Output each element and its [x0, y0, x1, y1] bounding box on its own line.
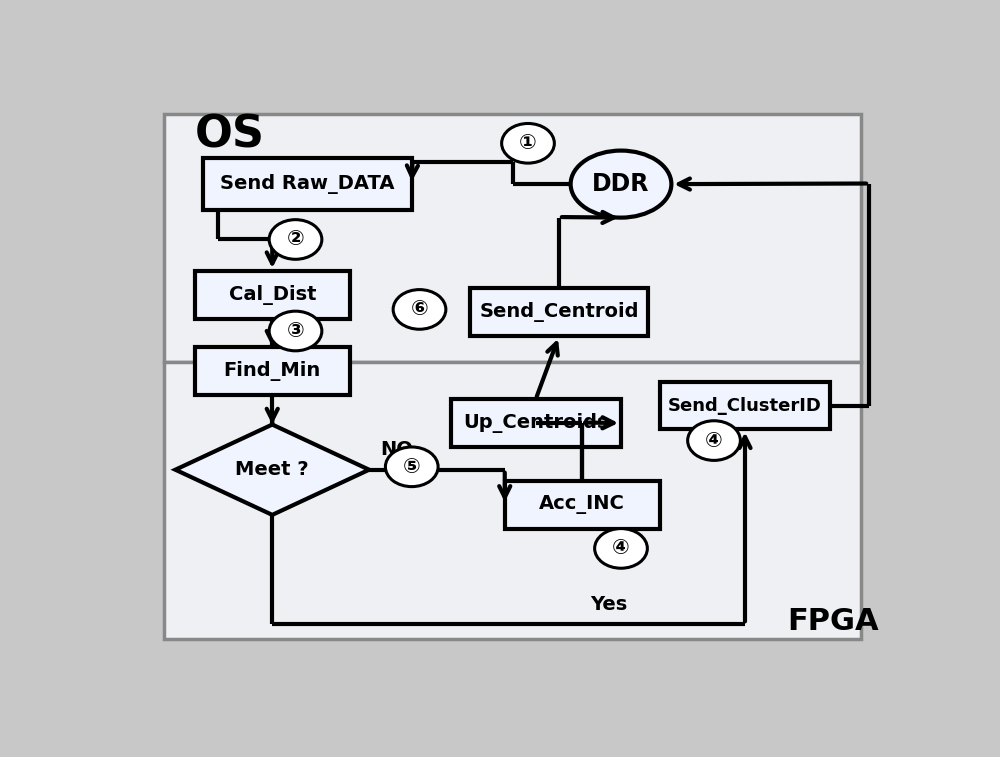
FancyBboxPatch shape: [202, 158, 412, 210]
Polygon shape: [175, 425, 369, 515]
Circle shape: [385, 447, 438, 487]
FancyBboxPatch shape: [505, 481, 660, 528]
Text: Up_Centroids: Up_Centroids: [463, 413, 608, 433]
Circle shape: [595, 528, 647, 569]
Text: Send Raw_DATA: Send Raw_DATA: [220, 174, 394, 194]
Circle shape: [393, 290, 446, 329]
Text: ④: ④: [705, 431, 723, 450]
Text: Cal_Dist: Cal_Dist: [228, 285, 316, 305]
Circle shape: [269, 220, 322, 260]
FancyBboxPatch shape: [164, 362, 861, 639]
Text: Find_Min: Find_Min: [224, 360, 321, 381]
FancyBboxPatch shape: [660, 382, 830, 429]
FancyBboxPatch shape: [470, 288, 648, 336]
Text: ①: ①: [519, 133, 537, 154]
Text: Meet ?: Meet ?: [235, 460, 309, 479]
Text: Yes: Yes: [590, 595, 627, 614]
Text: ②: ②: [287, 229, 304, 250]
FancyBboxPatch shape: [451, 399, 621, 447]
Text: FPGA: FPGA: [788, 607, 879, 636]
Text: NO: NO: [381, 441, 414, 459]
Text: ③: ③: [287, 321, 304, 341]
Text: DDR: DDR: [592, 172, 650, 196]
Text: ④: ④: [612, 538, 630, 559]
Circle shape: [269, 311, 322, 350]
FancyBboxPatch shape: [195, 347, 350, 394]
Text: Send_ClusterID: Send_ClusterID: [668, 397, 822, 415]
Text: ⑥: ⑥: [411, 300, 428, 319]
FancyBboxPatch shape: [164, 114, 861, 362]
Text: Send_Centroid: Send_Centroid: [479, 302, 639, 322]
Text: OS: OS: [195, 113, 265, 156]
Circle shape: [688, 421, 740, 460]
FancyBboxPatch shape: [195, 271, 350, 319]
Text: ⑤: ⑤: [403, 456, 421, 477]
Circle shape: [502, 123, 554, 163]
Ellipse shape: [571, 151, 671, 217]
Text: Acc_INC: Acc_INC: [539, 495, 625, 514]
